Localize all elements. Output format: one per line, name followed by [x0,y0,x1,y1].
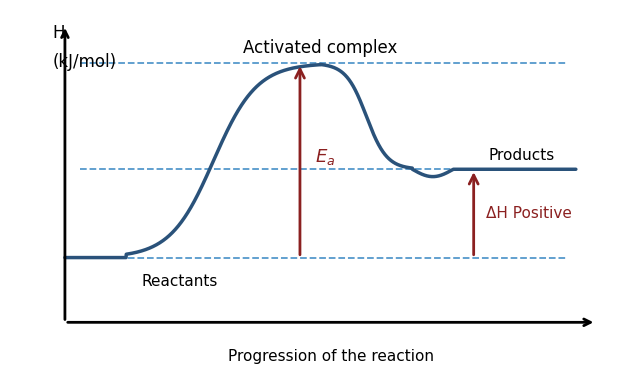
Text: $E_a$: $E_a$ [316,147,335,167]
Text: Products: Products [489,148,556,164]
Text: Progression of the reaction: Progression of the reaction [228,349,433,364]
Text: Reactants: Reactants [141,274,218,289]
Text: ΔH Positive: ΔH Positive [487,206,572,221]
Text: (kJ/mol): (kJ/mol) [52,53,117,71]
Text: H: H [52,24,64,42]
Text: Activated complex: Activated complex [243,39,397,57]
